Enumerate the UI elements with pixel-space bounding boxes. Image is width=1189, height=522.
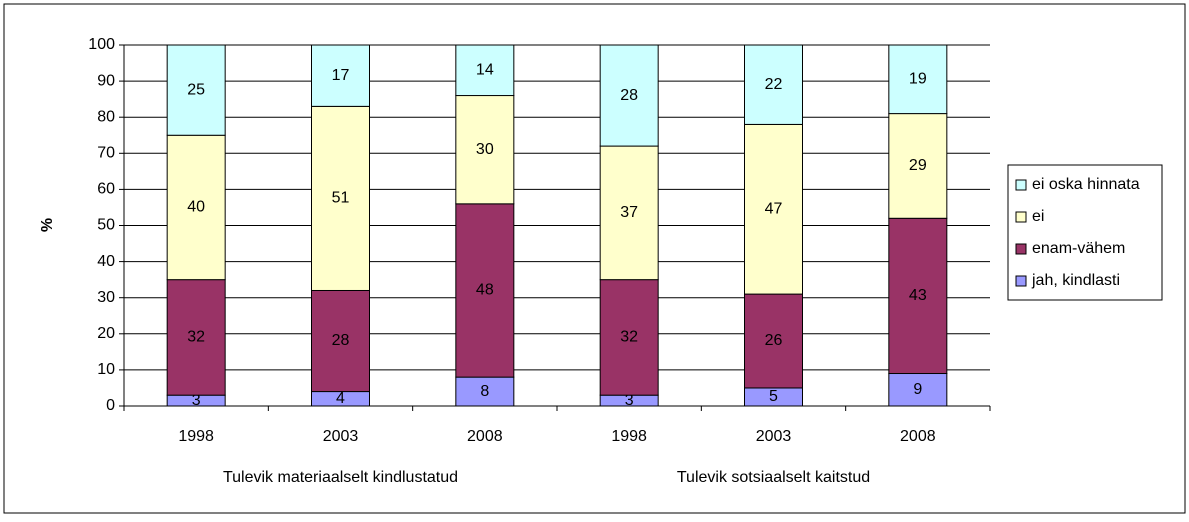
data-label: 47 — [765, 200, 783, 217]
legend-label: ei — [1032, 208, 1044, 225]
bar-segment — [166, 134, 226, 281]
data-label: 40 — [187, 199, 205, 216]
legend-label: jah, kindlasti — [1031, 272, 1120, 289]
x-tick-label: 2003 — [756, 428, 792, 445]
y-tick-label: 30 — [97, 289, 115, 306]
data-label: 28 — [332, 332, 350, 349]
y-tick-label: 80 — [97, 108, 115, 125]
bar-segment — [744, 123, 803, 295]
y-tick-label: 50 — [97, 217, 115, 234]
data-label: 9 — [913, 381, 922, 398]
bar-segment — [455, 376, 515, 407]
data-label: 32 — [620, 329, 638, 346]
x-tick-label: 1998 — [611, 428, 647, 445]
bar-segment — [744, 293, 803, 389]
legend-label: ei oska hinnata — [1032, 176, 1140, 193]
data-label: 19 — [909, 71, 927, 88]
x-tick-label: 1998 — [178, 428, 214, 445]
data-label: 48 — [476, 282, 494, 299]
y-tick-label: 70 — [97, 145, 115, 162]
data-label: 28 — [620, 87, 638, 104]
y-tick-label: 100 — [88, 36, 115, 53]
x-tick-label: 2008 — [467, 428, 503, 445]
legend-swatch — [1015, 211, 1027, 223]
data-label: 37 — [620, 204, 638, 221]
bar-segment — [455, 95, 515, 205]
bar-segment — [166, 44, 226, 136]
legend-label: enam-vähem — [1032, 240, 1125, 257]
bar-segment — [599, 44, 659, 147]
y-tick-label: 0 — [106, 397, 115, 414]
y-tick-label: 40 — [97, 253, 115, 270]
group-label: Tulevik sotsiaalselt kaitstud — [677, 469, 870, 486]
y-axis-label: % — [39, 218, 56, 232]
x-tick-label: 2008 — [900, 428, 936, 445]
bar-segment — [599, 145, 659, 281]
data-label: 51 — [332, 190, 350, 207]
x-tick-label: 2003 — [323, 428, 359, 445]
bar-segment — [455, 203, 515, 378]
data-label: 3 — [192, 392, 201, 409]
data-label: 32 — [187, 329, 205, 346]
legend-swatch — [1015, 243, 1027, 255]
data-label: 5 — [769, 388, 778, 405]
group-label: Tulevik materiaalselt kindlustatud — [223, 469, 458, 486]
bar-segment — [311, 289, 370, 393]
data-label: 17 — [332, 67, 350, 84]
legend-box — [1007, 164, 1163, 301]
data-label: 43 — [909, 287, 927, 304]
bar-segment — [744, 44, 803, 125]
legend-swatch — [1015, 275, 1027, 287]
data-label: 29 — [909, 157, 927, 174]
bar-segment — [455, 44, 515, 97]
data-label: 3 — [625, 392, 634, 409]
data-label: 30 — [476, 141, 494, 158]
y-tick-label: 20 — [97, 325, 115, 342]
y-tick-label: 60 — [97, 181, 115, 198]
data-label: 14 — [476, 61, 494, 78]
bar-segment — [888, 217, 948, 375]
y-tick-label: 90 — [97, 72, 115, 89]
data-label: 22 — [765, 76, 783, 93]
legend-swatch — [1015, 179, 1027, 191]
data-label: 8 — [480, 383, 489, 400]
bar-segment — [311, 44, 370, 107]
data-label: 4 — [336, 390, 345, 407]
bar-segment — [311, 105, 370, 291]
bar-segment — [888, 44, 948, 115]
data-label: 26 — [765, 332, 783, 349]
bar-segment — [166, 279, 226, 396]
bar-segment — [599, 279, 659, 396]
y-tick-label: 10 — [97, 361, 115, 378]
data-label: 25 — [187, 81, 205, 98]
